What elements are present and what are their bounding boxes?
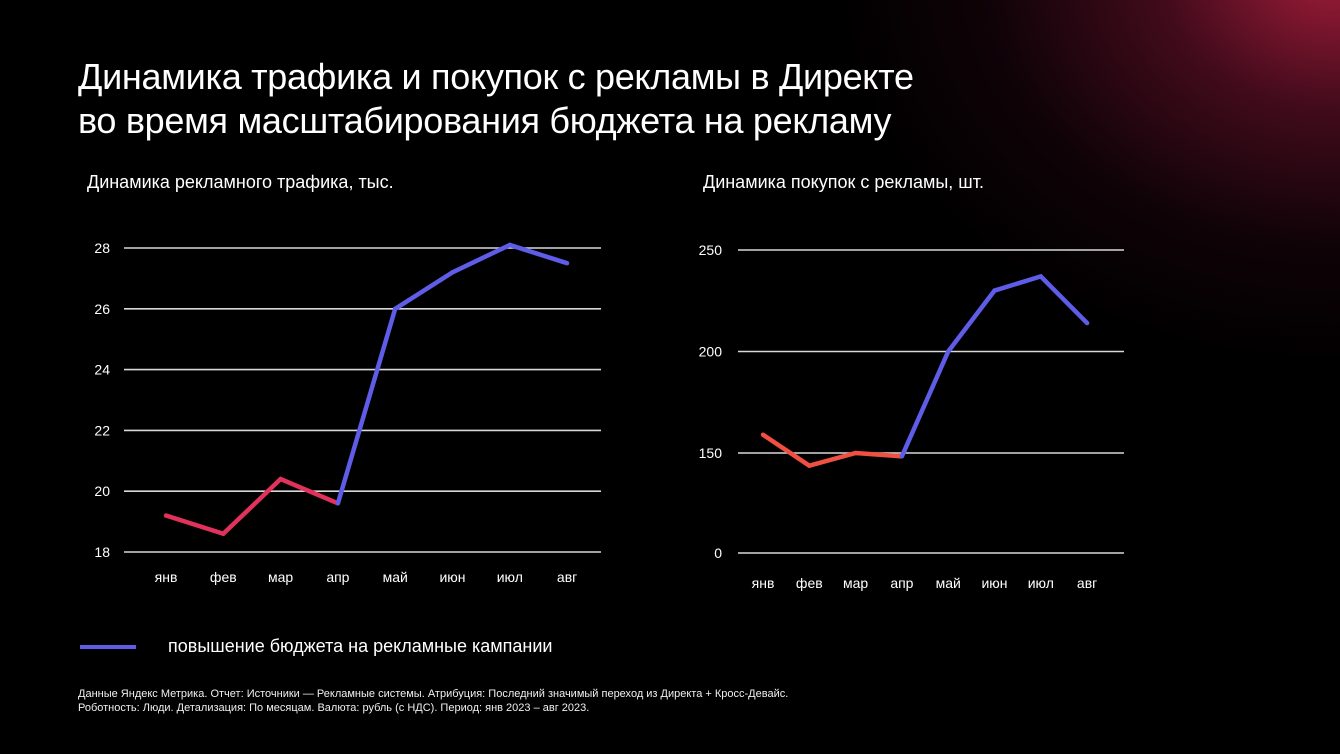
traffic-y-tick-label: 20 bbox=[94, 483, 110, 499]
traffic-x-tick-label: мар bbox=[268, 569, 293, 585]
legend-label: повышение бюджета на рекламные кампании bbox=[168, 636, 553, 656]
purchases-data-point bbox=[899, 454, 905, 459]
traffic-x-tick-label: фев bbox=[210, 569, 237, 585]
purchases-x-tick-label: апр bbox=[890, 575, 913, 591]
traffic-data-point bbox=[163, 513, 169, 518]
traffic-x-tick-label: июн bbox=[439, 569, 465, 585]
purchases-x-tick-label: мар bbox=[843, 575, 868, 591]
purchases-y-tick-label: 0 bbox=[714, 545, 722, 561]
traffic-data-point bbox=[335, 501, 341, 506]
traffic-data-point bbox=[507, 242, 512, 248]
purchases-x-tick-label: июн bbox=[981, 575, 1007, 591]
purchases-data-point bbox=[1084, 320, 1090, 326]
traffic-series-before-budget-increase bbox=[165, 476, 339, 537]
traffic-chart-title: Динамика рекламного трафика, тыс. bbox=[87, 172, 394, 192]
purchases-data-point bbox=[853, 450, 858, 456]
purchases-data-point bbox=[807, 463, 812, 468]
traffic-data-point bbox=[393, 306, 398, 311]
purchases-y-tick-label: 150 bbox=[699, 445, 723, 461]
traffic-y-tick-label: 26 bbox=[94, 301, 110, 317]
footnote-line-1: Данные Яндекс Метрика. Отчет: Источники … bbox=[78, 688, 789, 700]
legend: повышение бюджета на рекламные кампании bbox=[80, 636, 552, 657]
traffic-y-tick-label: 22 bbox=[94, 422, 110, 438]
footnote-line-2: Роботность: Люди. Детализация: По месяца… bbox=[78, 702, 590, 714]
traffic-data-point bbox=[450, 270, 455, 275]
purchases-x-tick-label: авг bbox=[1077, 575, 1097, 591]
traffic-data-point bbox=[564, 261, 570, 266]
traffic-x-tick-label: апр bbox=[326, 569, 349, 585]
page-title-line-2: во время масштабирования бюджета на рекл… bbox=[78, 100, 892, 141]
traffic-x-tick-label: авг bbox=[557, 569, 577, 585]
purchases-data-point bbox=[760, 432, 766, 437]
purchases-data-point bbox=[1038, 274, 1044, 279]
purchases-x-tick-label: май bbox=[936, 575, 961, 591]
traffic-x-tick-label: май bbox=[383, 569, 408, 585]
purchases-x-tick-label: фев bbox=[796, 575, 823, 591]
purchases-x-tick-label: янв bbox=[752, 575, 775, 591]
page-title: Динамика трафика и покупок с рекламы в Д… bbox=[78, 55, 1078, 143]
purchases-chart-title: Динамика покупок с рекламы, шт. bbox=[703, 172, 984, 192]
purchases-data-point bbox=[946, 349, 951, 354]
purchases-series-budget-increase bbox=[899, 273, 1089, 458]
purchases-y-tick-label: 250 bbox=[699, 242, 723, 258]
traffic-x-tick-label: июл bbox=[497, 569, 523, 585]
traffic-data-point bbox=[221, 531, 226, 536]
traffic-y-tick-label: 18 bbox=[94, 544, 110, 560]
traffic-y-tick-label: 28 bbox=[94, 240, 110, 256]
traffic-x-tick-label: янв bbox=[155, 569, 178, 585]
traffic-y-tick-label: 24 bbox=[94, 362, 110, 378]
purchases-data-point bbox=[992, 288, 997, 293]
page-title-line-1: Динамика трафика и покупок с рекламы в Д… bbox=[78, 56, 914, 97]
data-source-footnote: Данные Яндекс Метрика. Отчет: Источники … bbox=[78, 687, 788, 715]
traffic-data-point bbox=[278, 476, 283, 482]
legend-swatch-budget-increase bbox=[80, 644, 136, 649]
purchases-y-tick-label: 200 bbox=[699, 344, 723, 360]
purchases-series-before-budget-increase bbox=[761, 432, 903, 469]
purchases-x-tick-label: июл bbox=[1028, 575, 1054, 591]
